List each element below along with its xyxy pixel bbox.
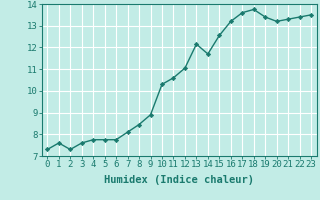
X-axis label: Humidex (Indice chaleur): Humidex (Indice chaleur) [104,175,254,185]
